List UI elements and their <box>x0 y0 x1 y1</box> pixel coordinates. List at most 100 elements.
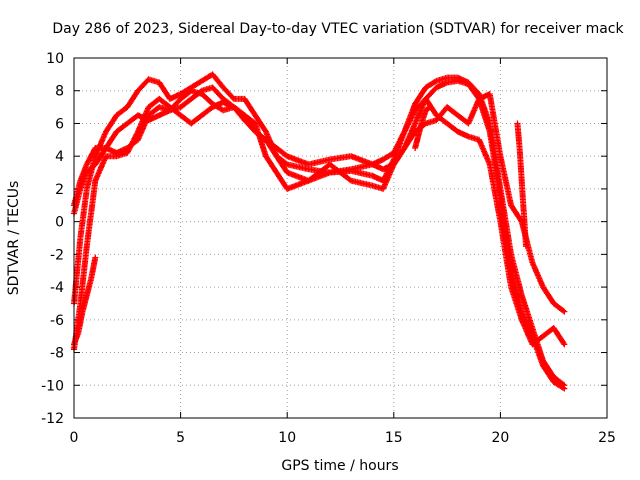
data-point-run <box>262 153 279 175</box>
data-point-run <box>444 120 460 134</box>
data-point-run <box>508 267 525 314</box>
data-point-run <box>103 129 119 151</box>
data-point-run <box>508 284 525 322</box>
data-point-run <box>273 145 289 159</box>
y-tick-label: -4 <box>50 280 64 296</box>
data-point <box>561 308 568 315</box>
data-point <box>561 341 568 348</box>
data-point-run <box>433 105 450 124</box>
data-point-run <box>77 162 90 184</box>
x-tick-label: 15 <box>385 430 403 446</box>
data-point-run <box>241 112 257 126</box>
y-tick-label: -12 <box>41 411 64 427</box>
data-point-run <box>380 150 396 163</box>
chart-title: Day 286 of 2023, Sidereal Day-to-day VTE… <box>52 21 624 37</box>
data-point-run <box>198 105 215 119</box>
data-point-run <box>177 85 193 97</box>
y-tick-label: -2 <box>50 247 64 263</box>
data-point-run <box>209 71 226 90</box>
data-point-run <box>77 244 90 307</box>
data-point-run <box>550 379 566 391</box>
data-point-run <box>77 187 90 241</box>
data-point-run <box>135 77 151 94</box>
plot-frame <box>73 57 608 419</box>
data-point-run <box>486 128 504 199</box>
data-point-run <box>390 130 407 156</box>
data-point-run <box>518 316 535 346</box>
y-tick-label: 2 <box>55 182 64 198</box>
data-point-run <box>486 91 504 158</box>
data-point-run <box>75 310 86 336</box>
data-point-run <box>465 81 482 101</box>
data-point-run <box>348 177 374 189</box>
data-series <box>71 71 568 392</box>
data-point-run <box>497 218 514 289</box>
data-point-run <box>103 113 119 135</box>
x-tick-label: 25 <box>598 430 616 446</box>
series-track-4 <box>71 84 568 315</box>
data-point-run <box>188 88 204 102</box>
x-tick-label: 0 <box>70 430 79 446</box>
data-point-run <box>156 95 172 110</box>
series-track-7 <box>412 104 434 151</box>
data-point-run <box>486 161 504 224</box>
x-tick-label: 20 <box>491 430 509 446</box>
data-point-run <box>198 91 215 106</box>
data-point-run <box>401 129 418 151</box>
axis-ticks: 0 5 10 15 20 25 -12 -10 -8 -6 -4 -2 0 2 4 6 8 10 <box>41 51 616 446</box>
x-tick-label: 5 <box>176 430 185 446</box>
data-point-run <box>252 112 269 134</box>
data-point-run <box>230 104 247 118</box>
y-tick-label: 4 <box>55 149 64 165</box>
y-tick-label: 6 <box>55 116 64 132</box>
y-tick-label: 0 <box>55 215 64 231</box>
data-point <box>427 104 434 111</box>
data-point-run <box>518 292 535 330</box>
data-point-run <box>284 153 311 167</box>
data-point-run <box>401 108 418 135</box>
data-point-run <box>220 84 236 101</box>
y-tick-label: -6 <box>50 313 64 329</box>
data-point-run <box>326 153 353 163</box>
y-tick-label: 8 <box>55 84 64 100</box>
data-point-run <box>88 256 98 282</box>
data-point-run <box>220 95 236 110</box>
y-axis-label: SDTVAR / TECUs <box>6 181 22 296</box>
data-point-run <box>508 251 525 297</box>
data-point-run <box>422 104 432 114</box>
data-point <box>561 385 568 392</box>
data-point-run <box>380 162 397 192</box>
data-point-run <box>444 104 460 118</box>
data-point-run <box>518 308 535 338</box>
data-point-run <box>540 284 556 306</box>
data-point-run <box>305 156 332 168</box>
data-point-run <box>326 161 353 183</box>
data-point-run <box>156 79 173 101</box>
data-point-run <box>518 177 527 215</box>
data-point-run <box>83 179 99 250</box>
data-point-run <box>348 161 374 173</box>
data-point-run <box>529 334 545 348</box>
data-point-run <box>188 113 204 127</box>
data-point-run <box>124 89 141 111</box>
data-point <box>92 254 99 261</box>
data-point-run <box>209 84 226 101</box>
data-point-run <box>529 259 546 289</box>
data-point-run <box>284 161 310 172</box>
data-point-run <box>273 169 290 191</box>
data-point-run <box>241 95 258 117</box>
data-point-run <box>83 162 98 176</box>
data-point-run <box>540 362 556 384</box>
data-point-run <box>476 136 493 166</box>
data-point-run <box>92 146 109 168</box>
data-point-run <box>508 202 524 224</box>
data-point-run <box>550 374 567 388</box>
data-point-run <box>433 80 449 91</box>
y-tick-label: -10 <box>41 378 64 394</box>
data-point <box>522 243 529 250</box>
data-point-run <box>113 121 130 135</box>
data-point-run <box>177 96 194 111</box>
data-point-run <box>550 325 567 347</box>
data-point-run <box>284 178 311 192</box>
x-tick-label: 10 <box>278 430 296 446</box>
